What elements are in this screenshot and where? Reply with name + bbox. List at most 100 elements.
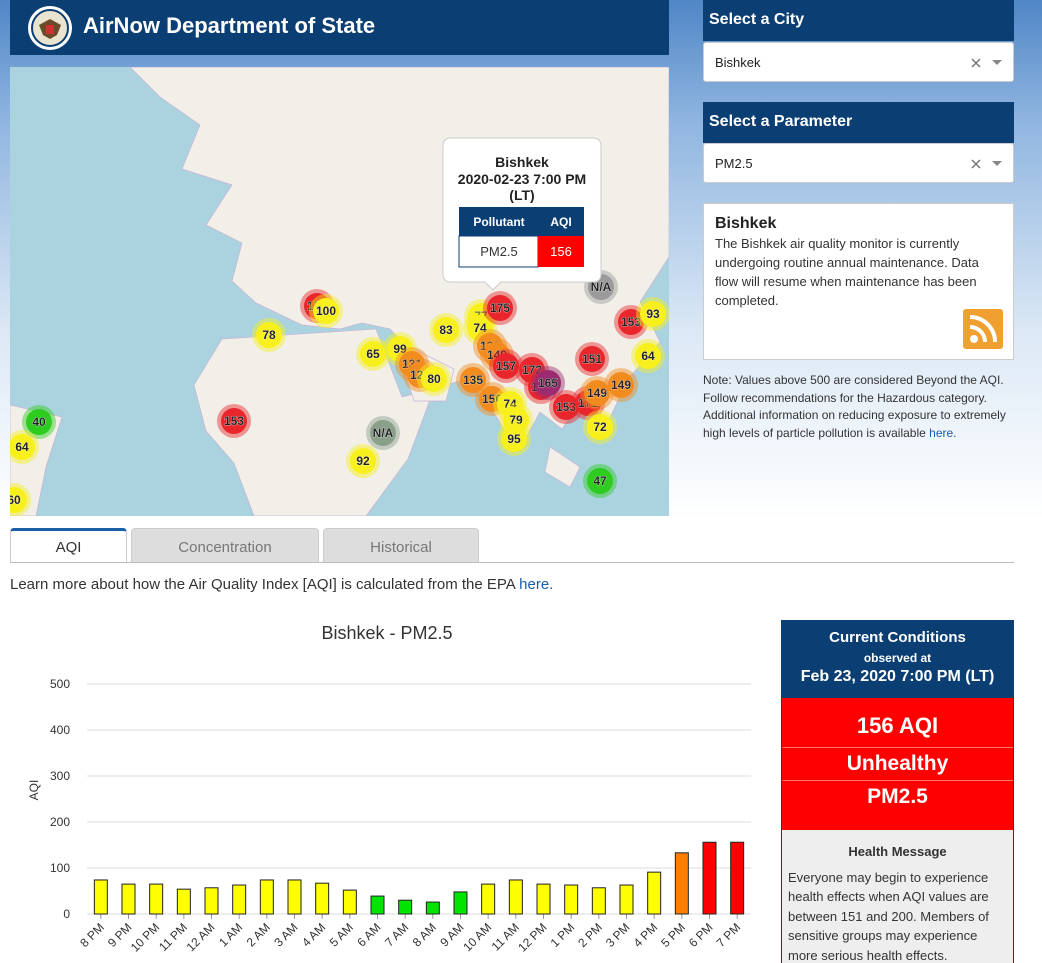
parameter-select[interactable]: PM2.5 xyxy=(703,143,1014,183)
marker[interactable] xyxy=(640,301,666,327)
marker-label[interactable]: 149 xyxy=(587,386,608,401)
marker-label[interactable]: 93 xyxy=(646,307,660,322)
marker-label[interactable]: 153 xyxy=(556,400,577,415)
marker[interactable] xyxy=(370,420,396,446)
marker[interactable] xyxy=(587,414,613,440)
marker-label[interactable]: N/A xyxy=(372,426,394,441)
marker[interactable] xyxy=(635,343,661,369)
marker[interactable] xyxy=(553,394,579,420)
marker[interactable] xyxy=(618,309,644,335)
bar xyxy=(702,841,717,915)
x-tick-label: 11 AM xyxy=(489,920,522,953)
bar xyxy=(619,884,634,915)
marker-label[interactable]: 40 xyxy=(32,415,46,430)
land xyxy=(544,446,581,488)
marker-label[interactable]: 100 xyxy=(316,304,337,319)
cc-time: Feb 23, 2020 7:00 PM (LT) xyxy=(800,668,995,685)
marker-label[interactable]: 95 xyxy=(507,432,521,447)
marker[interactable] xyxy=(256,322,282,348)
y-tick-label: 500 xyxy=(50,677,70,691)
marker[interactable] xyxy=(501,426,527,452)
marker[interactable] xyxy=(584,380,610,406)
popup-pollutant: PM2.5 xyxy=(480,244,518,259)
marker[interactable] xyxy=(587,468,613,494)
marker[interactable] xyxy=(487,295,513,321)
bar xyxy=(204,887,219,915)
tab-rule xyxy=(10,562,1014,563)
x-tick-label: 8 AM xyxy=(410,920,439,949)
marker-label[interactable]: 92 xyxy=(356,454,370,469)
tab[interactable]: AQI xyxy=(10,528,127,562)
cc-observed: observed at xyxy=(863,651,932,665)
marker-label[interactable]: 175 xyxy=(490,301,511,316)
marker[interactable] xyxy=(503,407,529,433)
marker[interactable] xyxy=(535,370,561,396)
marker[interactable] xyxy=(26,409,52,435)
popup-aqi: 156 xyxy=(550,244,572,259)
tab[interactable]: Historical xyxy=(323,528,479,562)
learn-text: Learn more about how the Air Quality Ind… xyxy=(10,576,515,593)
bar xyxy=(176,888,191,915)
bar xyxy=(647,871,662,915)
bar xyxy=(674,852,689,915)
chart-title: Bishkek - PM2.5 xyxy=(321,623,452,643)
marker-label[interactable]: 79 xyxy=(509,413,523,428)
marker[interactable] xyxy=(608,372,634,398)
x-tick-label: 5 PM xyxy=(658,920,688,950)
popup-city: Bishkek xyxy=(495,154,549,170)
rss-icon[interactable] xyxy=(963,309,1003,349)
marker-label[interactable]: 64 xyxy=(641,349,655,364)
marker-label[interactable]: 60 xyxy=(10,493,21,508)
note-link[interactable]: here. xyxy=(929,425,957,440)
marker[interactable] xyxy=(421,366,447,392)
marker[interactable] xyxy=(10,487,27,513)
bar xyxy=(93,879,108,915)
marker-label[interactable]: 47 xyxy=(593,474,607,489)
tab[interactable]: Concentration xyxy=(131,528,319,562)
marker-label[interactable]: 78 xyxy=(262,328,276,343)
bar xyxy=(149,883,164,915)
x-tick-label: 8 PM xyxy=(77,920,107,950)
land xyxy=(193,328,435,516)
marker[interactable] xyxy=(360,341,386,367)
marker-label[interactable]: 165 xyxy=(538,376,559,391)
marker-label[interactable]: 153 xyxy=(621,315,642,330)
marker-label[interactable]: 157 xyxy=(496,359,517,374)
marker[interactable] xyxy=(433,317,459,343)
marker[interactable] xyxy=(460,367,486,393)
x-tick-label: 2 AM xyxy=(244,920,273,949)
marker[interactable] xyxy=(579,346,605,372)
bar xyxy=(453,891,468,915)
marker[interactable] xyxy=(350,448,376,474)
city-label: Select a City xyxy=(703,0,1014,41)
learn-link[interactable]: here. xyxy=(519,576,554,593)
bar xyxy=(564,884,579,915)
marker-label[interactable]: 83 xyxy=(439,323,453,338)
marker-label[interactable]: 80 xyxy=(427,372,441,387)
marker-label[interactable]: 99 xyxy=(393,342,407,357)
marker-label[interactable]: 172 xyxy=(522,363,543,378)
marker[interactable] xyxy=(221,408,247,434)
marker-label[interactable]: N/A xyxy=(590,280,612,295)
marker-label[interactable]: 65 xyxy=(366,347,380,362)
x-tick-label: 11 PM xyxy=(156,920,190,954)
x-tick-label: 6 AM xyxy=(354,920,383,949)
x-tick-label: 4 AM xyxy=(299,920,328,949)
city-select[interactable]: Bishkek xyxy=(703,42,1014,82)
marker[interactable] xyxy=(313,298,339,324)
marker-label[interactable]: 135 xyxy=(463,373,484,388)
x-tick-label: 10 PM xyxy=(128,920,162,954)
marker[interactable] xyxy=(10,434,35,460)
bar xyxy=(481,883,496,915)
marker[interactable] xyxy=(493,353,519,379)
marker-label[interactable]: 149 xyxy=(611,378,632,393)
marker-label[interactable]: 72 xyxy=(593,420,607,435)
marker-label[interactable]: 153 xyxy=(224,414,245,429)
bar xyxy=(232,884,247,915)
cc-header: Current Conditions observed at Feb 23, 2… xyxy=(782,621,1013,698)
marker-label[interactable]: 74 xyxy=(473,321,487,336)
marker-label[interactable]: 64 xyxy=(15,440,29,455)
marker-label[interactable]: 151 xyxy=(582,352,603,367)
map[interactable]: 17110078406460153N/A92659913112080837774… xyxy=(10,67,669,516)
